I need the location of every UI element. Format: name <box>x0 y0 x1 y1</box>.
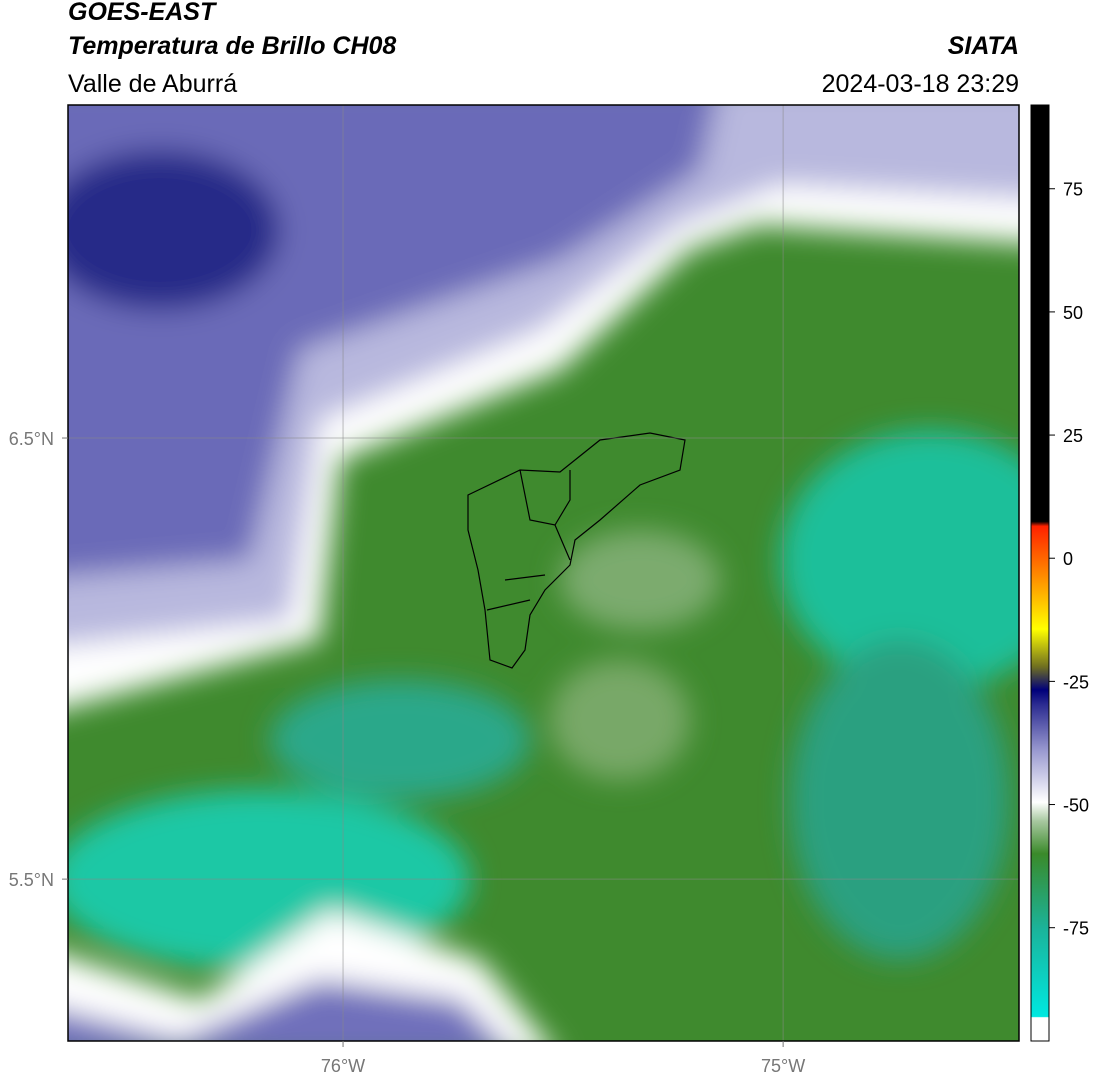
source: SIATA <box>948 32 1019 60</box>
map-frame <box>67 104 1020 1042</box>
lon-tick-label: 76°W <box>321 1056 365 1076</box>
ticks: 76°W 75°W 6.5°N 5.5°N 75 50 25 0 -25 -50 -75 <box>9 180 1089 1076</box>
subtitle: Temperatura de Brillo CH08 <box>68 32 396 60</box>
satellite-image <box>68 105 1019 1041</box>
colorbar-tick-label: 0 <box>1063 549 1073 569</box>
colorbar <box>1030 104 1050 1042</box>
title: GOES-EAST <box>68 0 218 26</box>
lat-tick-label: 6.5°N <box>9 429 54 449</box>
municipality-borders <box>467 432 686 669</box>
colorbar-tick-label: 75 <box>1063 180 1083 200</box>
region: Valle de Aburrá <box>68 70 237 98</box>
colorbar-tick-label: 25 <box>1063 426 1083 446</box>
datetime: 2024-03-18 23:29 <box>822 70 1019 98</box>
colorbar-tick-label: -25 <box>1063 672 1089 692</box>
colorbar-tick-label: -50 <box>1063 796 1089 816</box>
colorbar-tick-label: -75 <box>1063 919 1089 939</box>
lat-tick-label: 5.5°N <box>9 870 54 890</box>
lon-tick-label: 75°W <box>761 1056 805 1076</box>
colorbar-tick-label: 50 <box>1063 303 1083 323</box>
graticule <box>68 105 1019 1041</box>
